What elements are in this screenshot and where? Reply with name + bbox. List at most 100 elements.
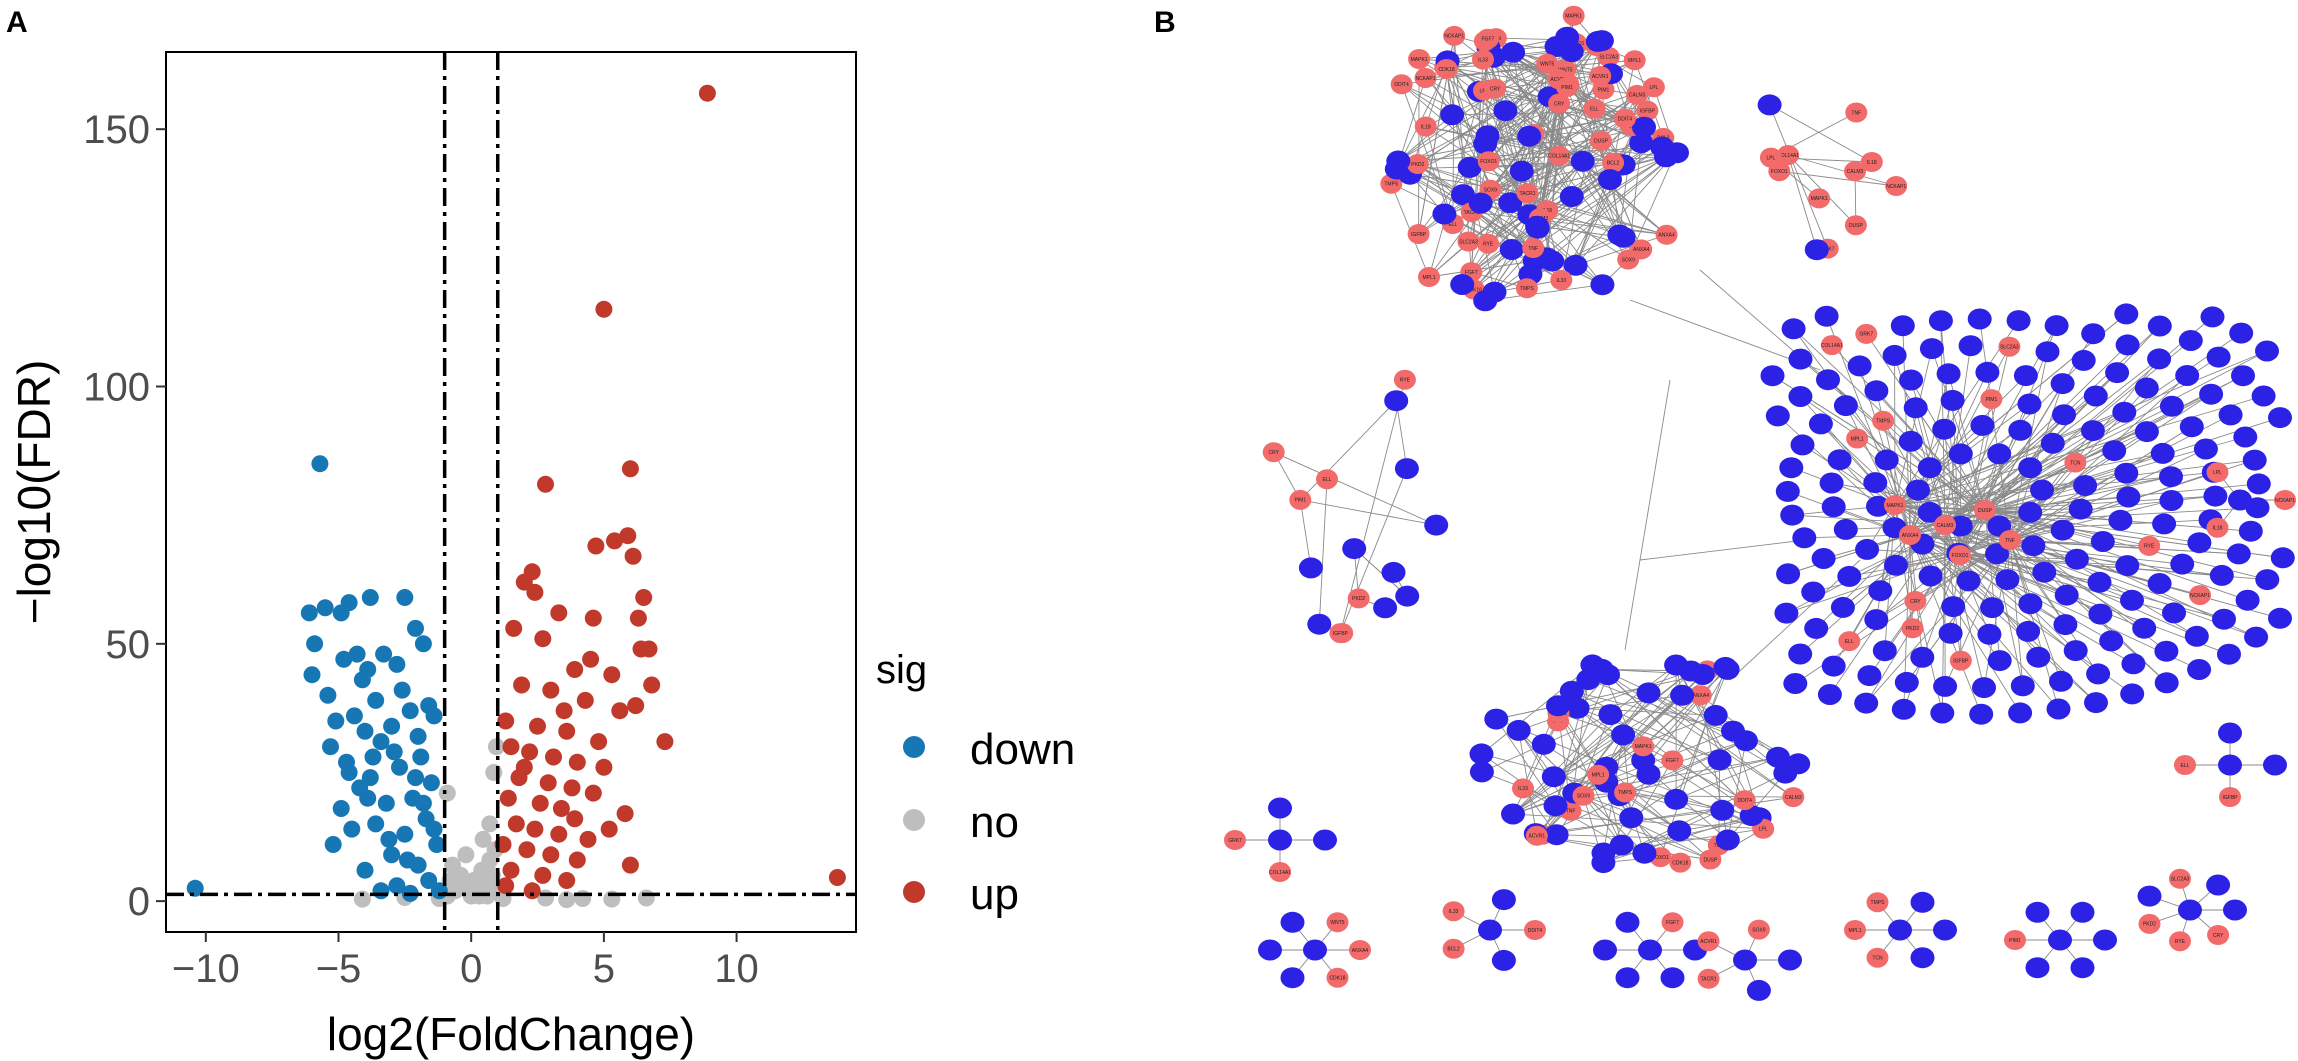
network-node-down xyxy=(2116,486,2141,508)
network-edge xyxy=(1820,423,1961,556)
svg-text:CRY: CRY xyxy=(1554,101,1565,107)
network-node-down xyxy=(1995,569,2020,591)
network-node-down xyxy=(2025,901,2050,923)
svg-text:CRY: CRY xyxy=(1910,599,1921,605)
network-edge xyxy=(1299,499,1312,568)
network-node-down xyxy=(1298,557,1323,579)
network-node-up: LPL xyxy=(2206,462,2229,483)
network-node-down xyxy=(2068,498,2093,520)
network-edge xyxy=(1779,170,1897,187)
network-node-down xyxy=(2179,416,2204,438)
point-up-42 xyxy=(499,789,517,807)
network-node-up: TNF xyxy=(1522,238,1545,258)
point-up-49 xyxy=(579,830,597,848)
network-edge xyxy=(1398,114,1453,162)
network-node-up: RYE xyxy=(1477,233,1500,254)
network-node-up: FOXO1 xyxy=(1768,161,1791,182)
network-node-down xyxy=(2088,603,2113,625)
network-node-down xyxy=(1811,548,1836,569)
svg-text:ELL: ELL xyxy=(1590,106,1599,112)
network-edge xyxy=(1553,776,1723,811)
network-node-up: TMPS xyxy=(1614,782,1637,803)
network-node-down xyxy=(1987,443,2012,465)
network-nodes: TCN MPL1 TMPS PIM1 CRY RYE PKD2 SLC2A3 IGFBP ELL C… xyxy=(1224,5,2296,1001)
network-node-down xyxy=(2016,620,2041,642)
network-node-down xyxy=(1615,911,1640,933)
network-node-down xyxy=(1373,597,1398,619)
network-node-up: CDK18 xyxy=(1326,967,1349,988)
network-node-up: FGF7 xyxy=(1476,28,1499,49)
network-node-down xyxy=(2035,341,2060,363)
legend-label-down: down xyxy=(970,725,1075,774)
network-node-down xyxy=(2112,401,2137,423)
network-node-down xyxy=(2044,315,2069,337)
svg-text:SOX9: SOX9 xyxy=(1577,794,1591,800)
network-node-down xyxy=(2049,670,2073,692)
network-node-down xyxy=(2073,475,2098,496)
network-node-down xyxy=(1987,650,2012,672)
network-node-down xyxy=(2120,683,2145,705)
point-down-39 xyxy=(332,800,350,817)
x-tick-label-3: 5 xyxy=(593,947,615,991)
network-node-down xyxy=(2206,874,2231,896)
network-node-down xyxy=(1786,753,1811,775)
svg-text:TNF: TNF xyxy=(2005,538,2015,544)
point-down-35 xyxy=(422,774,440,792)
svg-text:WNT5: WNT5 xyxy=(1558,68,1572,74)
network-node-down xyxy=(1958,335,1983,357)
network-edge xyxy=(1273,451,1437,526)
network-node-up: WNT5 xyxy=(1536,53,1559,74)
network-node-up: CALM3 xyxy=(1782,787,1805,808)
network-node-up: BCL2 xyxy=(1442,938,1465,959)
network-node-down xyxy=(2178,330,2203,351)
x-tick-label-1: −5 xyxy=(316,947,362,991)
svg-text:LPL: LPL xyxy=(1649,85,1658,91)
network-node-down xyxy=(1478,919,1502,941)
network-node-down xyxy=(1816,369,1840,391)
svg-text:PIM1: PIM1 xyxy=(1598,87,1610,93)
svg-text:ACVR1: ACVR1 xyxy=(1528,834,1545,840)
point-up-39 xyxy=(539,774,557,792)
svg-text:TCN: TCN xyxy=(1872,956,1883,962)
network-node-down xyxy=(1509,160,1534,182)
network-edge xyxy=(1984,332,2242,511)
network-node-down xyxy=(2050,373,2075,395)
svg-text:PIM1: PIM1 xyxy=(1986,397,1998,403)
network-node-down xyxy=(1632,842,1657,864)
network-node-down xyxy=(1591,852,1616,874)
point-up-16 xyxy=(534,630,552,648)
network-node-down xyxy=(2200,306,2225,328)
network-edge xyxy=(1865,333,1986,511)
point-no-24 xyxy=(637,889,655,907)
network-node-up: DDIT4 xyxy=(1613,108,1636,129)
network-node-down xyxy=(1894,671,1919,693)
network-node-up: ANXA4 xyxy=(1689,685,1712,706)
network-node-down xyxy=(1930,702,1955,724)
network-node-down xyxy=(2008,419,2033,441)
network-node-down xyxy=(2206,346,2231,368)
network-node-down xyxy=(1664,788,1689,810)
point-up-32 xyxy=(590,733,608,751)
network-node-down xyxy=(1555,26,1580,48)
svg-text:COL14A1: COL14A1 xyxy=(1621,124,1643,130)
network-node-up: TMPS xyxy=(1515,278,1538,299)
y-tick-label-3: 150 xyxy=(83,108,150,152)
network-node-down xyxy=(1598,169,1622,191)
volcano-points xyxy=(186,84,846,909)
svg-text:TACR1: TACR1 xyxy=(1464,210,1480,216)
point-down-47 xyxy=(356,861,374,879)
network-node-down xyxy=(1395,585,1420,607)
network-node-down xyxy=(2018,457,2043,479)
network-node-down xyxy=(1469,743,1494,765)
network-node-down xyxy=(2228,489,2252,511)
point-up-48 xyxy=(550,825,568,843)
network-edge xyxy=(1512,714,1611,815)
network-node-down xyxy=(1280,967,1305,989)
network-edge xyxy=(1553,670,1692,778)
network-node-down xyxy=(2212,608,2236,630)
network-node-down xyxy=(1956,570,1981,592)
point-up-41 xyxy=(584,784,602,802)
svg-text:IL33: IL33 xyxy=(1556,278,1566,284)
point-up-0 xyxy=(698,84,716,102)
network-node-down xyxy=(2087,571,2112,593)
